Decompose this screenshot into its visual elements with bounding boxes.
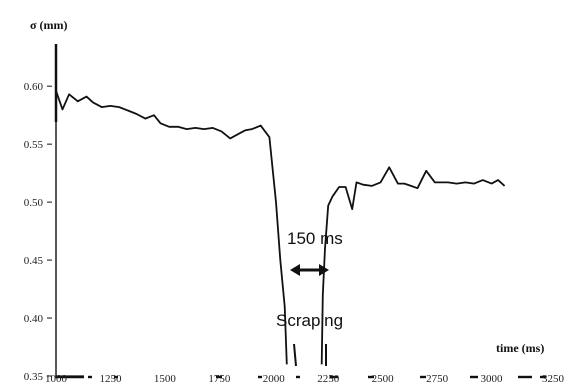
ticks: 0.35 0.40 0.45 0.50 0.55 0.60 1000 1250 1500 1750… — [24, 81, 565, 385]
y-tick-label: 0.50 — [24, 197, 44, 209]
annotation-layer — [290, 264, 329, 276]
series-line-1 — [55, 90, 288, 365]
axes — [54, 44, 546, 379]
x-tick-label: 3000 — [481, 373, 504, 385]
x-tick-label: 2750 — [426, 373, 449, 385]
y-tick-label: 0.35 — [24, 371, 44, 383]
series — [55, 90, 506, 367]
x-tick-label: 2250 — [317, 373, 340, 385]
scraping-annotation: Scraping — [276, 311, 343, 330]
series-line-2 — [320, 166, 506, 365]
drop-stub — [293, 343, 297, 367]
x-tick-label: 1500 — [154, 373, 177, 385]
y-tick-label: 0.40 — [24, 313, 44, 325]
arrow-head-right — [319, 264, 329, 276]
x-axis-title: time (ms) — [496, 341, 544, 355]
x-tick-label: 2000 — [263, 373, 286, 385]
x-tick-label: 1250 — [99, 373, 122, 385]
x-tick-label: 1750 — [208, 373, 231, 385]
x-tick-label: 2500 — [372, 373, 395, 385]
x-tick-label: 1000 — [45, 373, 68, 385]
duration-annotation: 150 ms — [287, 229, 343, 248]
x-tick-label: 3250 — [542, 373, 565, 385]
y-tick-label: 0.60 — [24, 81, 44, 93]
y-tick-label: 0.55 — [24, 139, 44, 151]
y-axis-title: σ (mm) — [30, 18, 68, 32]
arrow-head-left — [290, 264, 300, 276]
y-tick-label: 0.45 — [24, 255, 44, 267]
